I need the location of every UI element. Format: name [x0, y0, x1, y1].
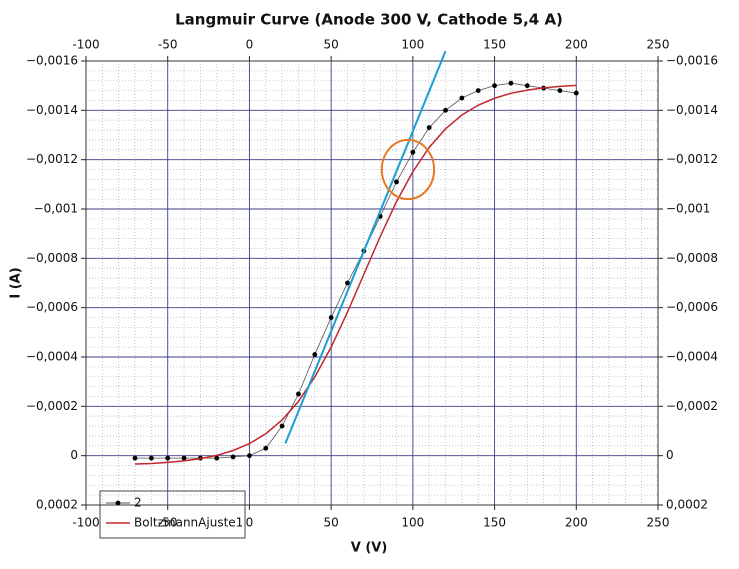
data-point — [345, 280, 350, 286]
x-tick-label-top: 250 — [647, 38, 670, 52]
data-point — [132, 455, 138, 461]
y-tick-label-right: −0,0002 — [666, 399, 718, 413]
y-tick-label-right: −0,0012 — [666, 152, 718, 166]
legend-label: 2 — [134, 496, 142, 510]
y-tick-label: 0 — [70, 448, 78, 462]
x-tick-label: 0 — [246, 516, 254, 530]
x-tick-label: -100 — [72, 516, 99, 530]
data-point — [394, 179, 399, 185]
highlight-ellipse — [380, 138, 436, 201]
chart-title: Langmuir Curve (Anode 300 V, Cathode 5,4… — [175, 11, 563, 29]
y-tick-label: −0,001 — [34, 202, 78, 216]
legend-label: BoltzmannAjuste1 — [134, 516, 243, 530]
x-tick-label: 50 — [324, 516, 339, 530]
y-tick-label: −0,0006 — [26, 300, 78, 314]
y-tick-label: −0,0012 — [26, 152, 78, 166]
y-tick-label: −0,0014 — [26, 103, 78, 117]
y-tick-label-right: 0,0002 — [666, 498, 708, 512]
y-tick-label: −0,0002 — [26, 399, 78, 413]
y-tick-label: 0,0002 — [36, 498, 78, 512]
plot-frame — [85, 60, 659, 506]
data-point — [426, 125, 432, 130]
x-tick-label-top: 150 — [483, 38, 506, 52]
x-tick-label-top: 0 — [246, 38, 254, 52]
x-tick-label: 250 — [647, 516, 670, 530]
x-axis-label: V (V) — [351, 541, 388, 556]
y-tick-label: −0,0016 — [26, 54, 78, 68]
y-tick-label: −0,0004 — [26, 350, 78, 364]
data-point — [148, 455, 154, 461]
series-line — [135, 82, 577, 459]
y-tick-label-right: −0,0004 — [666, 350, 718, 364]
y-tick-label-right: −0,0006 — [666, 300, 718, 314]
x-tick-label-top: -100 — [72, 38, 99, 52]
tangent-line — [284, 50, 447, 444]
y-tick-label-right: −0,0014 — [666, 103, 718, 117]
x-tick-label: -50 — [158, 516, 178, 530]
x-tick-label-top: 50 — [324, 38, 339, 52]
data-point — [557, 88, 563, 93]
data-point — [279, 423, 285, 429]
data-point — [459, 95, 465, 101]
x-tick-label: 100 — [401, 516, 424, 530]
x-tick-label-top: -50 — [158, 38, 178, 52]
series-line — [135, 84, 577, 465]
data-point — [328, 315, 334, 320]
x-tick-label-top: 100 — [401, 38, 424, 52]
data-point — [263, 445, 269, 451]
y-tick-label: −0,0008 — [26, 251, 78, 265]
data-point — [181, 455, 187, 461]
data-point — [214, 455, 220, 461]
data-point — [410, 149, 416, 155]
y-tick-label-right: 0 — [666, 448, 674, 462]
x-tick-label: 150 — [483, 516, 506, 530]
y-tick-label-right: −0,0016 — [666, 54, 718, 68]
data-point — [475, 88, 481, 93]
data-point — [296, 391, 301, 397]
data-point — [230, 454, 236, 460]
x-tick-label: 200 — [565, 516, 588, 530]
data-point — [524, 83, 530, 89]
data-point — [508, 80, 514, 86]
data-point — [443, 107, 448, 113]
data-point — [165, 455, 171, 461]
y-tick-label-right: −0,0008 — [666, 251, 718, 265]
data-point — [573, 90, 579, 96]
legend-box — [99, 490, 246, 539]
data-point — [492, 83, 497, 89]
legend: 2 BoltzmannAjuste1 — [99, 490, 246, 539]
y-axis-label: I (A) — [9, 267, 24, 298]
y-tick-label-right: −0,001 — [666, 202, 710, 216]
legend-marker — [115, 500, 121, 506]
x-tick-label-top: 200 — [565, 38, 588, 52]
data-point — [247, 453, 252, 459]
data-point — [312, 352, 318, 357]
